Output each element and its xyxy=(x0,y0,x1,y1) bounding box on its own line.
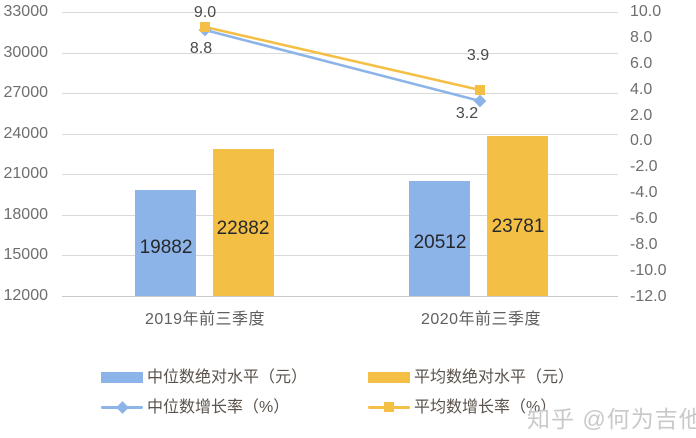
right-axis-tick: 8.0 xyxy=(630,29,653,46)
right-axis-tick: 6.0 xyxy=(630,55,653,72)
category-label-2019: 2019年前三季度 xyxy=(144,311,266,328)
bar-median-2020 xyxy=(409,181,470,296)
bar-value-label: 19882 xyxy=(139,237,193,258)
legend-swatch-median-bar xyxy=(101,372,143,383)
left-axis-tick: 27000 xyxy=(3,84,49,101)
legend-label-average-bar: 平均数绝对水平（元） xyxy=(414,369,575,386)
gridline xyxy=(62,255,618,256)
square-marker-icon xyxy=(384,402,394,412)
median-marker-diamond xyxy=(198,23,212,37)
gridline xyxy=(62,12,618,13)
left-axis-tick: 30000 xyxy=(3,44,49,61)
right-axis-tick: 10.0 xyxy=(630,3,662,20)
left-axis-tick: 18000 xyxy=(3,206,49,223)
right-axis-tick: -12.0 xyxy=(630,288,667,305)
right-axis-tick: 2.0 xyxy=(630,107,653,124)
category-label-2020: 2020年前三季度 xyxy=(420,311,542,328)
bar-value-label: 22882 xyxy=(216,218,270,239)
line-value-label: 9.0 xyxy=(193,4,217,21)
average-marker-square xyxy=(200,22,210,32)
gridline xyxy=(62,215,618,216)
x-axis-line xyxy=(62,296,618,297)
left-axis-tick: 33000 xyxy=(3,3,49,20)
left-axis-tick: 21000 xyxy=(3,165,49,182)
bar-average-2019 xyxy=(213,149,274,296)
legend-label-median-bar: 中位数绝对水平（元） xyxy=(147,369,308,386)
line-value-label: 3.2 xyxy=(455,105,479,122)
bar-average-2020 xyxy=(487,136,548,296)
gridline xyxy=(62,53,618,54)
diamond-marker-icon xyxy=(116,401,129,414)
legend-label-median-growth: 中位数增长率（%） xyxy=(147,399,290,416)
right-axis-tick: -4.0 xyxy=(630,184,658,201)
median-growth-line xyxy=(204,28,481,103)
bar-value-label: 23781 xyxy=(491,216,545,237)
right-axis-tick: 0.0 xyxy=(630,132,653,149)
right-axis-tick: -10.0 xyxy=(630,262,667,279)
right-axis-tick: -2.0 xyxy=(630,158,658,175)
left-axis-tick: 15000 xyxy=(3,246,49,263)
gridline xyxy=(62,134,618,135)
legend-label-average-growth: 平均数增长率（%） xyxy=(414,399,557,416)
average-growth-line xyxy=(204,25,481,92)
left-axis-tick: 24000 xyxy=(3,125,49,142)
gridline xyxy=(62,93,618,94)
line-value-label: 3.9 xyxy=(466,47,490,64)
right-axis-tick: -8.0 xyxy=(630,236,658,253)
right-axis-tick: -6.0 xyxy=(630,210,658,227)
zhihu-watermark: 知乎 @何为吉他 xyxy=(527,406,696,432)
right-axis-tick: 4.0 xyxy=(630,81,653,98)
gridline xyxy=(62,174,618,175)
left-axis-tick: 12000 xyxy=(3,287,49,304)
line-value-label: 8.8 xyxy=(189,40,213,57)
bar-value-label: 20512 xyxy=(413,232,467,253)
bar-median-2019 xyxy=(135,190,196,296)
legend-swatch-average-bar xyxy=(368,372,410,383)
